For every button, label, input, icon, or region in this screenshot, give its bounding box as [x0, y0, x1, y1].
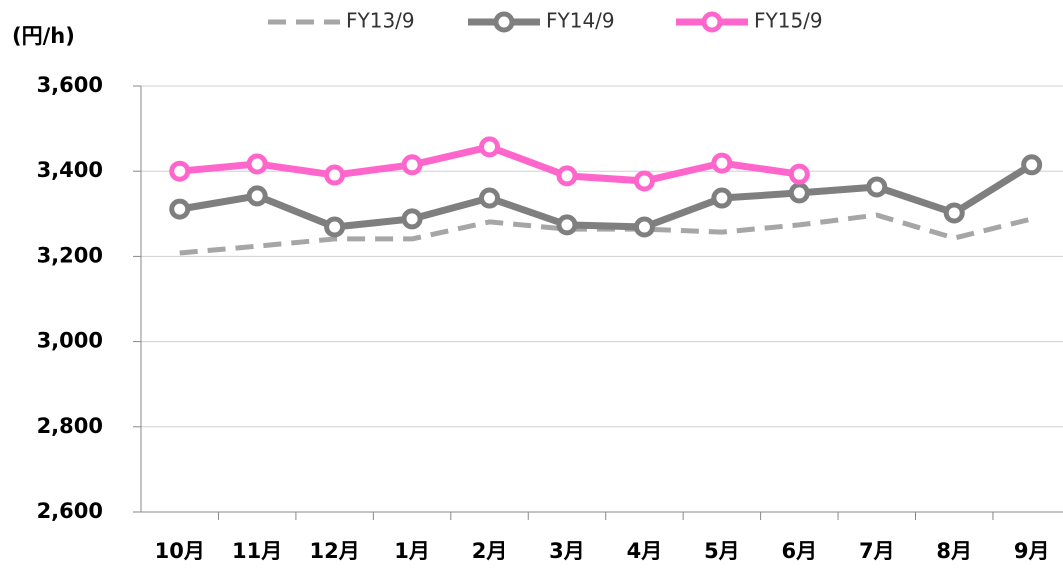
data-point — [788, 182, 810, 204]
data-point — [788, 163, 810, 185]
x-tick-label: 10月 — [155, 539, 205, 563]
data-point — [479, 136, 501, 158]
y-tick-label: 3,000 — [37, 329, 103, 353]
y-tick-label: 3,200 — [37, 243, 103, 267]
data-point — [324, 216, 346, 238]
legend-marker — [701, 11, 723, 33]
data-point — [556, 165, 578, 187]
data-point — [246, 185, 268, 207]
x-tick-label: 8月 — [936, 539, 972, 563]
x-tick-label: 9月 — [1014, 539, 1050, 563]
x-tick-label: 12月 — [310, 539, 360, 563]
legend-label: FY15/9 — [754, 9, 823, 33]
x-tick-label: 5月 — [704, 539, 740, 563]
x-tick-label: 1月 — [394, 539, 430, 563]
legend-marker — [493, 11, 515, 33]
y-tick-label: 2,600 — [37, 499, 103, 523]
data-point — [633, 170, 655, 192]
data-point — [246, 153, 268, 175]
data-point — [711, 187, 733, 209]
data-point — [324, 164, 346, 186]
data-point — [711, 152, 733, 174]
x-tick-label: 3月 — [549, 539, 585, 563]
x-tick-label: 2月 — [472, 539, 508, 563]
y-tick-label: 3,600 — [37, 73, 103, 97]
series-line — [179, 212, 1033, 256]
data-point — [169, 198, 191, 220]
data-point — [1021, 154, 1043, 176]
data-point — [866, 176, 888, 198]
y-axis-label: (円/h) — [12, 24, 75, 48]
x-tick-label: 11月 — [232, 539, 282, 563]
data-point — [401, 208, 423, 230]
data-point — [633, 216, 655, 238]
data-point — [556, 214, 578, 236]
data-point — [401, 154, 423, 176]
x-tick-label: 7月 — [859, 539, 895, 563]
x-tick-label: 4月 — [627, 539, 663, 563]
series-line — [179, 161, 1034, 231]
data-point — [479, 187, 501, 209]
legend-label: FY14/9 — [546, 9, 615, 33]
x-tick-label: 6月 — [782, 539, 818, 563]
data-point — [169, 160, 191, 182]
legend-label: FY13/9 — [346, 9, 415, 33]
y-tick-label: 3,400 — [37, 158, 103, 182]
data-point — [943, 202, 965, 224]
y-tick-label: 2,800 — [37, 414, 103, 438]
